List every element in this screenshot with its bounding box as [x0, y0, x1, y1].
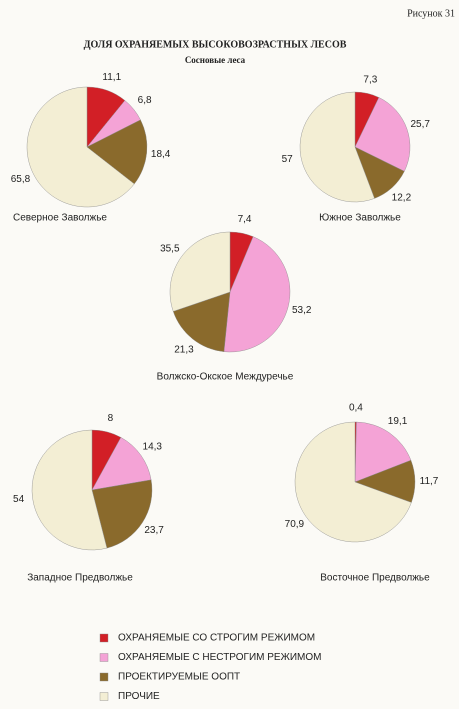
value-label: 18,4: [151, 149, 171, 160]
pie-slice: [223, 236, 291, 353]
pie-label: Северное Заволжье: [13, 213, 107, 224]
value-label: 11,1: [102, 72, 121, 83]
value-label: 8: [108, 413, 114, 424]
pie-label: Западное Предволжье: [27, 573, 133, 584]
pie-slice: [294, 421, 412, 543]
pie-slice: [91, 437, 152, 491]
value-label: 57: [282, 154, 294, 165]
legend-swatch: [99, 633, 109, 643]
value-label: 53,2: [292, 305, 312, 316]
pie-slice: [354, 421, 412, 483]
value-label: 7,4: [238, 214, 252, 225]
legend-label: ОХРАНЯЕМЫЕ С НЕСТРОГИМ РЕЖИМОМ: [118, 652, 321, 663]
pie-slice: [31, 429, 108, 551]
value-label: 21,3: [174, 345, 194, 356]
legend-swatch: [99, 653, 109, 662]
value-label: 11,7: [420, 476, 439, 487]
legend-swatch: [99, 692, 109, 701]
chart-subtitle: Сосновые леса: [185, 55, 246, 65]
value-label: 14,3: [143, 442, 163, 453]
pie-slice: [91, 479, 153, 549]
pie-slice: [169, 231, 231, 312]
value-label: 19,1: [388, 416, 408, 427]
value-label: 70,9: [285, 519, 305, 530]
pie-label: Восточное Предволжье: [320, 573, 430, 584]
pie-label: Волжско-Окское Междуречье: [157, 372, 294, 383]
figure-label: Рисунок 31: [407, 8, 455, 19]
value-label: 25,7: [410, 119, 430, 130]
value-label: 7,3: [363, 74, 377, 85]
value-label: 54: [13, 494, 25, 505]
legend-label: ПРОЕКТИРУЕМЫЕ ООПТ: [118, 672, 240, 683]
pie-label: Южное Заволжье: [319, 213, 401, 224]
value-label: 6,8: [138, 95, 152, 106]
pie-slice: [172, 291, 231, 352]
pie-slice: [86, 119, 148, 185]
value-label: 12,2: [392, 193, 412, 204]
value-label: 65,8: [11, 174, 31, 185]
chart-title: ДОЛЯ ОХРАНЯЕМЫХ ВЫСОКОВОЗРАСТНЫХ ЛЕСОВ: [84, 39, 347, 50]
legend-label: ОХРАНЯЕМЫЕ СО СТРОГИМ РЕЖИМОМ: [118, 633, 315, 644]
pie-slice: [26, 86, 135, 208]
pie-slice: [354, 97, 411, 172]
value-label: 35,5: [160, 244, 180, 255]
legend-label: ПРОЧИЕ: [118, 691, 160, 702]
legend-swatch: [99, 672, 109, 682]
value-label: 23,7: [144, 525, 164, 536]
pie-slice: [299, 91, 375, 203]
value-label: 0,4: [349, 403, 363, 414]
